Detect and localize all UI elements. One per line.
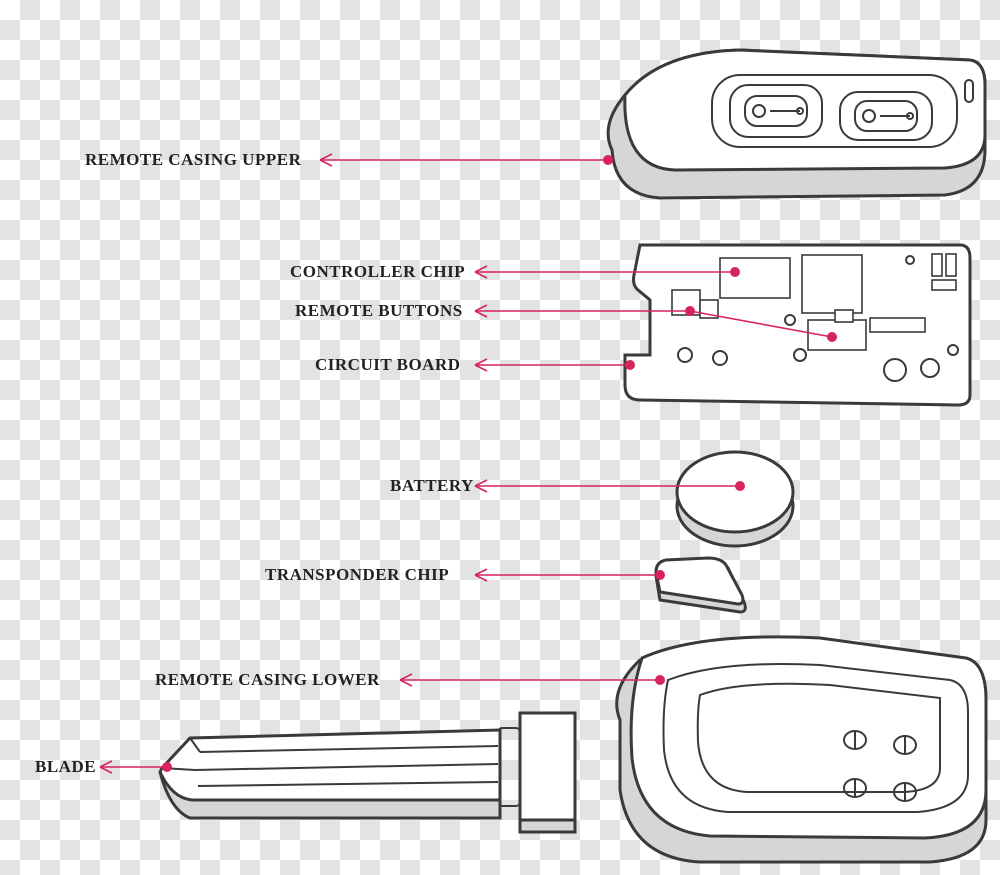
labels: REMOTE CASING UPPER CONTROLLER CHIP REMO…	[35, 150, 474, 776]
battery	[677, 452, 793, 546]
label-transponder: TRANSPONDER CHIP	[265, 565, 449, 584]
label-blade: BLADE	[35, 757, 96, 776]
key-blade	[160, 713, 575, 832]
label-controller-chip: CONTROLLER CHIP	[290, 262, 465, 281]
label-casing-upper: REMOTE CASING UPPER	[85, 150, 302, 169]
label-circuit-board: CIRCUIT BOARD	[315, 355, 461, 374]
transponder-chip	[656, 558, 745, 612]
remote-casing-upper	[608, 50, 985, 198]
label-battery: BATTERY	[390, 476, 474, 495]
label-remote-buttons: REMOTE BUTTONS	[295, 301, 463, 320]
remote-casing-lower	[617, 637, 986, 862]
circuit-board	[625, 245, 970, 405]
label-casing-lower: REMOTE CASING LOWER	[155, 670, 380, 689]
